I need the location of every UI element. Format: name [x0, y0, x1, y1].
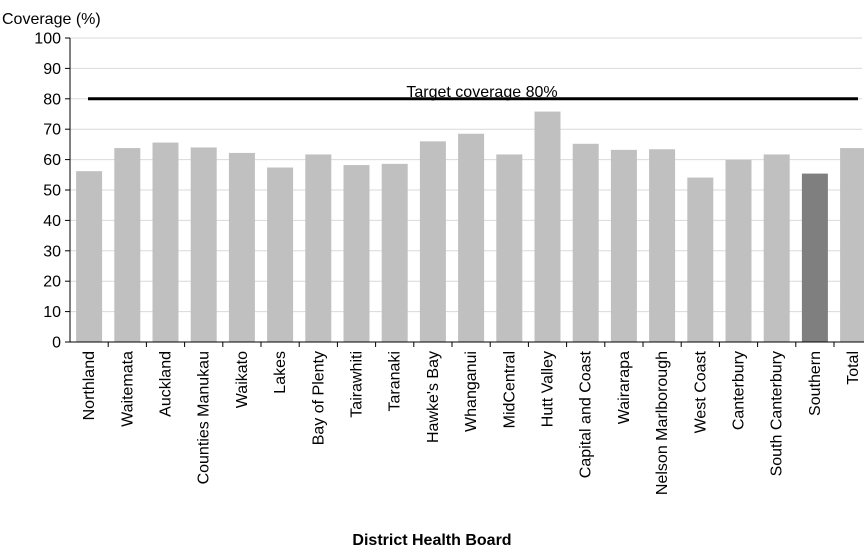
category-label: Northland — [81, 351, 98, 420]
category-label: South Canterbury — [769, 351, 786, 476]
bar-counties-manukau — [190, 147, 217, 342]
y-tick-labels: 0 10 20 30 40 50 60 70 80 90 100 — [34, 31, 61, 352]
category-label: Southern — [807, 351, 824, 416]
target-label: Target coverage 80% — [406, 84, 557, 101]
category-label: Nelson Marlborough — [654, 351, 671, 495]
y-tick-label: 50 — [43, 183, 61, 200]
bar-total — [840, 148, 864, 342]
bar-bay-of-plenty — [305, 154, 332, 342]
bars — [76, 111, 864, 343]
y-tick-label: 30 — [43, 243, 61, 260]
category-label: Bay of Plenty — [310, 351, 327, 445]
bar-lakes — [267, 167, 294, 342]
bar-midcentral — [496, 154, 523, 342]
bar-whanganui — [458, 133, 485, 342]
category-label: Whanganui — [463, 351, 480, 432]
y-tick-label: 10 — [43, 304, 61, 321]
y-tick-label: 100 — [34, 31, 61, 48]
category-label: Auckland — [158, 351, 175, 417]
y-tick-label: 20 — [43, 274, 61, 291]
category-label: Tairawhiti — [349, 351, 366, 418]
bar-nelson-marlborough — [649, 149, 676, 342]
bar-south-canterbury — [763, 154, 790, 342]
category-label: West Coast — [692, 350, 709, 433]
y-tick-label: 40 — [43, 213, 61, 230]
y-axis-label: Coverage (%) — [2, 11, 101, 28]
category-label: Taranaki — [387, 351, 404, 411]
category-label: Canterbury — [731, 351, 748, 430]
category-label: Hawke's Bay — [425, 351, 442, 443]
axes — [65, 37, 864, 347]
bar-hutt-valley — [534, 111, 561, 343]
bar-wairarapa — [610, 149, 637, 342]
y-tick-label: 70 — [43, 122, 61, 139]
category-label: Waitemata — [119, 351, 136, 427]
bar-waitemata — [114, 148, 141, 342]
bar-waikato — [228, 152, 255, 342]
category-label: Capital and Coast — [578, 350, 595, 478]
category-label: Counties Manukau — [196, 351, 213, 484]
category-label: Lakes — [272, 351, 289, 394]
category-labels: Northland Waitemata Auckland Counties Manuk… — [81, 350, 862, 495]
bar-west-coast — [687, 177, 714, 342]
category-label: Total — [845, 351, 862, 385]
bar-northland — [76, 171, 103, 342]
bar-hawke-s-bay — [419, 141, 446, 342]
bar-taranaki — [381, 163, 408, 342]
bar-auckland — [152, 142, 179, 342]
y-tick-label: 90 — [43, 61, 61, 78]
y-tick-label: 0 — [52, 335, 61, 352]
bar-tairawhiti — [343, 165, 370, 342]
category-label: Waikato — [234, 351, 251, 408]
bar-southern — [801, 173, 828, 342]
category-label: Hutt Valley — [540, 351, 557, 427]
bar-capital-and-coast — [572, 143, 599, 342]
category-label: Wairarapa — [616, 351, 633, 424]
y-tick-label: 60 — [43, 152, 61, 169]
category-label: MidCentral — [501, 351, 518, 428]
x-axis-label: District Health Board — [352, 532, 511, 549]
bar-canterbury — [725, 159, 752, 342]
y-tick-label: 80 — [43, 91, 61, 108]
